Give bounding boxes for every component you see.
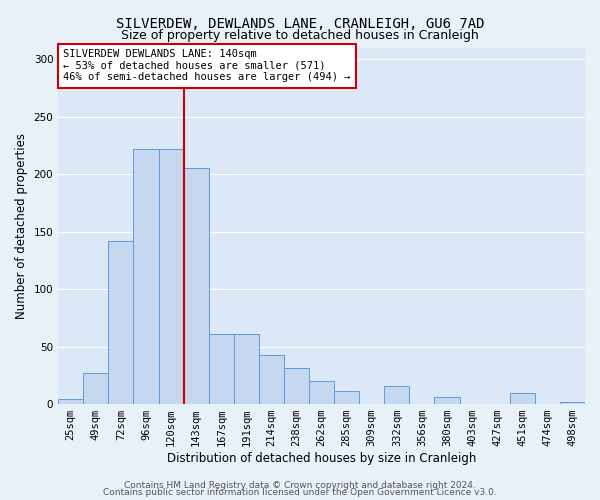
Bar [385,386,409,404]
Bar [334,392,359,404]
Text: SILVERDEW, DEWLANDS LANE, CRANLEIGH, GU6 7AD: SILVERDEW, DEWLANDS LANE, CRANLEIGH, GU6… [116,18,484,32]
Y-axis label: Number of detached properties: Number of detached properties [15,133,28,319]
Text: Size of property relative to detached houses in Cranleigh: Size of property relative to detached ho… [121,29,479,42]
Text: SILVERDEW DEWLANDS LANE: 140sqm
← 53% of detached houses are smaller (571)
46% o: SILVERDEW DEWLANDS LANE: 140sqm ← 53% of… [64,50,351,82]
Bar [58,400,83,404]
Text: Contains public sector information licensed under the Open Government Licence v3: Contains public sector information licen… [103,488,497,497]
Bar [284,368,309,404]
Bar [510,392,535,404]
Bar [133,148,158,404]
Bar [434,397,460,404]
Bar [158,148,184,404]
Bar [109,240,133,404]
Bar [184,168,209,404]
Bar [83,373,109,404]
Bar [309,381,334,404]
Bar [259,354,284,404]
Bar [209,334,234,404]
Bar [560,402,585,404]
Text: Contains HM Land Registry data © Crown copyright and database right 2024.: Contains HM Land Registry data © Crown c… [124,480,476,490]
Bar [234,334,259,404]
X-axis label: Distribution of detached houses by size in Cranleigh: Distribution of detached houses by size … [167,452,476,465]
